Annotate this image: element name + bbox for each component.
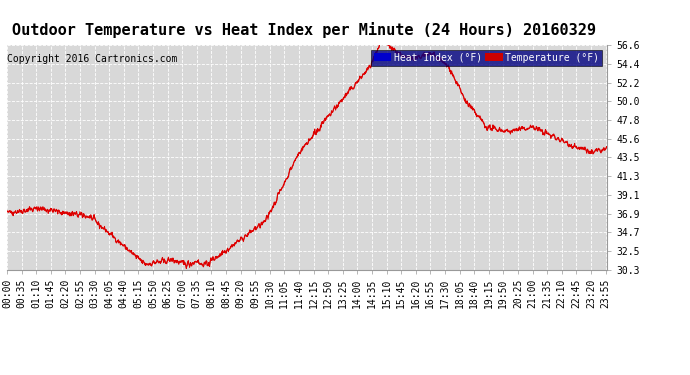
Text: Copyright 2016 Cartronics.com: Copyright 2016 Cartronics.com bbox=[7, 54, 177, 64]
Legend: Heat Index (°F), Temperature (°F): Heat Index (°F), Temperature (°F) bbox=[371, 50, 602, 66]
Text: Outdoor Temperature vs Heat Index per Minute (24 Hours) 20160329: Outdoor Temperature vs Heat Index per Mi… bbox=[12, 22, 595, 39]
